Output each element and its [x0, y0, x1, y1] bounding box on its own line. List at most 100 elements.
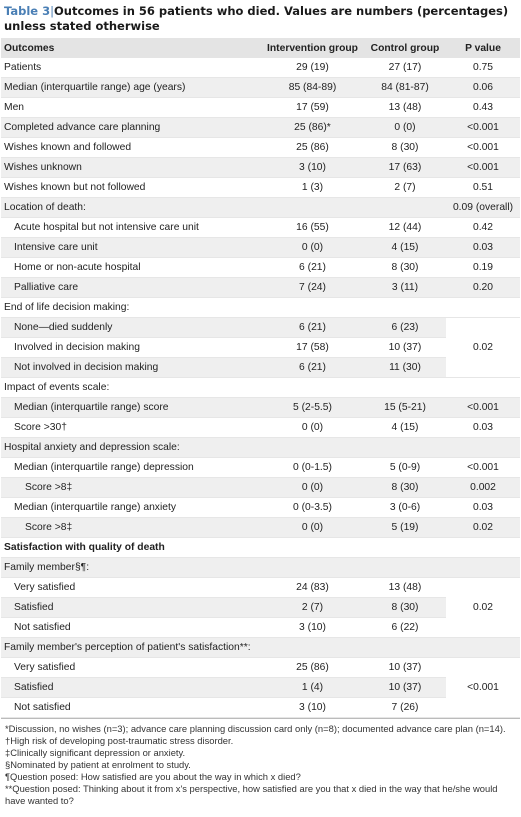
table-row: Wishes unknown 3 (10) 17 (63) <0.001 [1, 157, 520, 178]
row-label: Wishes unknown [1, 157, 261, 178]
p-value-cell: 0.09 (overall) [446, 197, 520, 218]
intervention-cell: 16 (55) [261, 217, 364, 238]
row-label: End of life decision making: [1, 297, 261, 318]
p-value-cell: 0.43 [446, 97, 520, 118]
p-value-cell: <0.001 [446, 137, 520, 158]
control-cell: 13 (48) [364, 577, 446, 598]
p-value-cell: 0.02 [446, 517, 520, 538]
p-value-cell: 0.42 [446, 217, 520, 238]
intervention-cell: 17 (58) [261, 337, 364, 358]
section-row-decision: End of life decision making: [1, 297, 520, 318]
intervention-cell: 5 (2-5.5) [261, 397, 364, 418]
p-value-cell: <0.001 [446, 657, 520, 718]
table-row: Intensive care unit 0 (0) 4 (15) 0.03 [1, 237, 520, 258]
p-value-cell: 0.51 [446, 177, 520, 198]
section-row-impact: Impact of events scale: [1, 377, 520, 398]
outcomes-table: Outcomes Intervention group Control grou… [1, 38, 520, 718]
table-caption: Table 3|Outcomes in 56 patients who died… [0, 0, 521, 34]
row-label: Involved in decision making [1, 337, 261, 358]
row-label: Very satisfied [1, 577, 261, 598]
row-label: Palliative care [1, 277, 261, 298]
intervention-cell: 6 (21) [261, 357, 364, 378]
control-cell: 15 (5-21) [364, 397, 446, 418]
intervention-cell: 0 (0) [261, 417, 364, 438]
table-row: Score >8‡ 0 (0) 8 (30) 0.002 [1, 477, 520, 498]
control-cell: 8 (30) [364, 477, 446, 498]
table-row: Wishes known and followed 25 (86) 8 (30) <0… [1, 137, 520, 158]
control-cell: 6 (23) [364, 317, 446, 338]
row-label: Median (interquartile range) score [1, 397, 261, 418]
control-cell: 13 (48) [364, 97, 446, 118]
header-outcomes: Outcomes [1, 38, 261, 58]
intervention-cell: 24 (83) [261, 577, 364, 598]
row-label: Family member's perception of patient's … [1, 637, 261, 658]
row-label: Completed advance care planning [1, 117, 261, 138]
intervention-cell: 3 (10) [261, 157, 364, 178]
intervention-cell: 3 (10) [261, 697, 364, 718]
row-label: Wishes known but not followed [1, 177, 261, 198]
section-row-location: Location of death: 0.09 (overall) [1, 197, 520, 218]
row-label: Median (interquartile range) anxiety [1, 497, 261, 518]
row-label: Impact of events scale: [1, 377, 261, 398]
table-row: Very satisfied 25 (86) 10 (37) <0.001 [1, 657, 520, 718]
header-p-value: P value [446, 38, 520, 58]
control-cell: 10 (37) [364, 657, 446, 678]
p-value-cell: 0.03 [446, 417, 520, 438]
table-row: Satisfied 2 (7) 8 (30) [1, 597, 520, 618]
control-cell: 10 (37) [364, 677, 446, 698]
table-row: None—died suddenly 6 (21) 6 (23) 0.02 [1, 317, 520, 378]
control-cell: 5 (19) [364, 517, 446, 538]
intervention-cell: 0 (0-1.5) [261, 457, 364, 478]
row-label: Satisfied [1, 597, 261, 618]
row-label: Not satisfied [1, 617, 261, 638]
p-value-cell: 0.03 [446, 497, 520, 518]
control-cell: 3 (0-6) [364, 497, 446, 518]
footnote: †High risk of developing post-traumatic … [5, 735, 234, 746]
row-label: Family member§¶: [1, 557, 261, 578]
control-cell: 27 (17) [364, 58, 446, 78]
control-cell: 8 (30) [364, 257, 446, 278]
intervention-cell: 0 (0-3.5) [261, 497, 364, 518]
row-label: Men [1, 97, 261, 118]
section-row-family: Family member§¶: [1, 557, 520, 578]
table-row: Not satisfied 3 (10) 7 (26) [1, 697, 520, 718]
table-row: Very satisfied 24 (83) 13 (48) 0.02 [1, 577, 520, 638]
table-row: Not satisfied 3 (10) 6 (22) [1, 617, 520, 638]
p-value-cell: <0.001 [446, 157, 520, 178]
p-value-cell: <0.001 [446, 117, 520, 138]
table-label: Table 3 [4, 4, 51, 18]
section-row-satisfaction: Satisfaction with quality of death [1, 537, 520, 558]
row-label: Score >8‡ [1, 517, 261, 538]
row-label: None—died suddenly [1, 317, 261, 338]
intervention-cell: 6 (21) [261, 317, 364, 338]
control-cell: 8 (30) [364, 597, 446, 618]
section-row-perception: Family member's perception of patient's … [1, 637, 520, 658]
row-label: Acute hospital but not intensive care un… [1, 217, 261, 238]
intervention-cell: 1 (3) [261, 177, 364, 198]
intervention-cell: 2 (7) [261, 597, 364, 618]
row-label: Median (interquartile range) age (years) [1, 77, 261, 98]
table-row: Median (interquartile range) anxiety 0 (0… [1, 497, 520, 518]
caption-text: Outcomes in 56 patients who died. Values… [4, 4, 509, 33]
p-value-cell: 0.75 [446, 58, 520, 78]
table-row: Score >30† 0 (0) 4 (15) 0.03 [1, 417, 520, 438]
header-intervention: Intervention group [261, 38, 364, 58]
table-footnotes: *Discussion, no wishes (n=3); advance ca… [1, 718, 520, 807]
footnote: §Nominated by patient at enrolment to st… [5, 759, 191, 770]
intervention-cell: 25 (86) [261, 137, 364, 158]
control-cell: 4 (15) [364, 237, 446, 258]
intervention-cell: 25 (86) [261, 657, 364, 678]
intervention-cell: 7 (24) [261, 277, 364, 298]
intervention-cell: 0 (0) [261, 477, 364, 498]
footnote: *Discussion, no wishes (n=3); advance ca… [5, 723, 506, 734]
p-value-cell: <0.001 [446, 397, 520, 418]
p-value-cell: <0.001 [446, 457, 520, 478]
table-row: Palliative care 7 (24) 3 (11) 0.20 [1, 277, 520, 298]
p-value-cell: 0.03 [446, 237, 520, 258]
p-value-cell: 0.20 [446, 277, 520, 298]
footnote: ¶Question posed: How satisfied are you a… [5, 771, 301, 782]
row-label: Not involved in decision making [1, 357, 261, 378]
table-row: Satisfied 1 (4) 10 (37) [1, 677, 520, 698]
intervention-cell: 25 (86)* [261, 117, 364, 138]
